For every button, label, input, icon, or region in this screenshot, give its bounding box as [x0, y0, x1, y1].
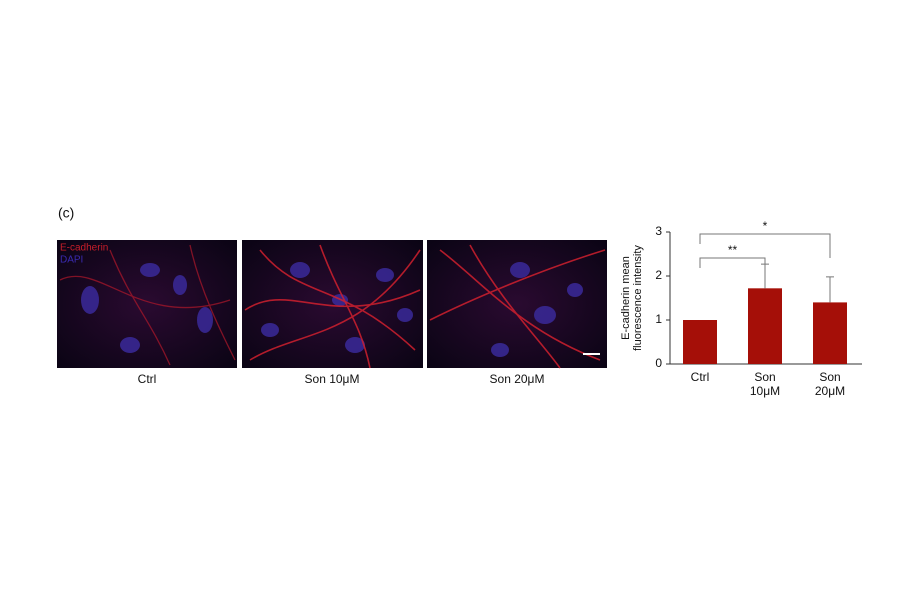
- image-label: Ctrl: [138, 372, 157, 386]
- x-tick-label: Ctrl: [691, 370, 710, 384]
- y-tick-label: 3: [655, 224, 662, 238]
- bar: [813, 302, 847, 364]
- micrograph: [57, 240, 237, 368]
- y-tick-label: 0: [655, 356, 662, 370]
- micrograph: [242, 240, 423, 369]
- bar: [683, 320, 717, 364]
- significance-label: *: [763, 219, 768, 233]
- image-label: Son 10μM: [305, 372, 360, 386]
- significance-label: **: [728, 243, 738, 257]
- y-axis-label: fluorescence intensity: [632, 245, 644, 351]
- significance-bracket: [699, 233, 831, 258]
- micrograph: [427, 240, 607, 369]
- y-tick-label: 1: [655, 312, 662, 326]
- x-tick-label: Son 10μM: [750, 370, 780, 398]
- y-tick-label: 2: [655, 268, 662, 282]
- bar: [748, 288, 782, 364]
- legend-entry: E-cadherin: [60, 243, 108, 254]
- legend-entry: DAPI: [60, 255, 83, 266]
- x-tick-label: Son 20μM: [815, 370, 845, 398]
- image-label: Son 20μM: [490, 372, 545, 386]
- significance-bracket: [699, 257, 766, 272]
- panel-label: (c): [58, 205, 74, 221]
- y-axis-label: E-cadherin mean: [620, 256, 632, 340]
